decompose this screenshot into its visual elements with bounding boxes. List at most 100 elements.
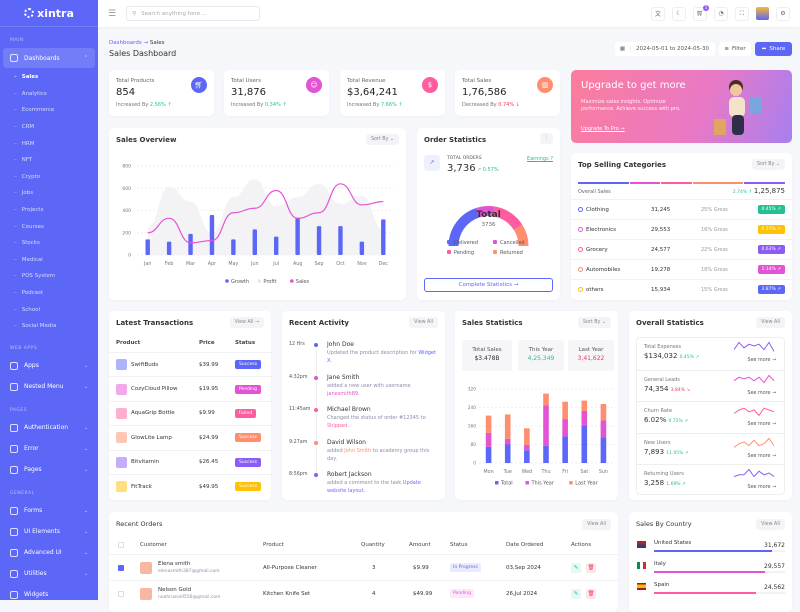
sidebar-subitem[interactable]: School	[0, 301, 98, 318]
growth-bar	[145, 239, 150, 255]
x-tick-label: Feb	[165, 261, 174, 267]
view-all-button[interactable]: View All	[756, 317, 785, 328]
sidebar-item[interactable]: Widgets	[3, 585, 95, 605]
sidebar-item[interactable]: Utilities ⌄	[3, 564, 95, 584]
sidebar-subitem[interactable]: Podcast	[0, 285, 98, 302]
chevron-down-icon: ⌄	[83, 445, 88, 452]
column-header: Amount	[409, 542, 431, 548]
sidebar-item[interactable]: Error ⌄	[3, 439, 95, 459]
delete-icon[interactable]: 🗑︎	[586, 562, 596, 573]
row-checkbox[interactable]	[118, 564, 124, 571]
select-all-checkbox[interactable]	[118, 542, 124, 548]
sidebar-item[interactable]: Pages ⌄	[3, 460, 95, 480]
product-price: $19.95	[199, 386, 219, 393]
see-more-link[interactable]: See more →	[747, 485, 776, 491]
fullscreen-icon[interactable]: ⛶	[735, 6, 749, 21]
see-more-link[interactable]: See more →	[747, 422, 776, 428]
sort-by-button[interactable]: Sort By ⌄	[751, 159, 785, 170]
view-all-button[interactable]: View All	[582, 519, 611, 530]
table-row[interactable]: GlowLite Lamp $24.99 Success	[109, 425, 271, 449]
row-checkbox[interactable]	[118, 590, 124, 597]
product-price: $24.99	[199, 434, 219, 441]
view-all-button[interactable]: View All	[409, 317, 438, 328]
sidebar-item[interactable]: UI Elements ⌄	[3, 522, 95, 542]
upgrade-link[interactable]: Upgrade To Pro →	[581, 126, 625, 132]
sales-overview-card: Sales Overview Sort By ⌄ 0 200 400 600 800 Ja…	[109, 128, 406, 300]
bell-icon[interactable]: ◔	[714, 6, 728, 21]
logo[interactable]: xintra	[0, 0, 98, 27]
sidebar-subitem[interactable]: Crypto	[0, 169, 98, 186]
card-title: Sales Overview	[116, 136, 177, 144]
search-input[interactable]: ⚲ Search anything here ...	[126, 6, 261, 21]
activity-link[interactable]: Shipped.	[327, 423, 349, 429]
breadcrumb-parent[interactable]: Dashboards	[109, 40, 142, 46]
sidebar-subitem[interactable]: Jobs	[0, 185, 98, 202]
category-name: Automobiles	[586, 266, 621, 273]
sidebar-item[interactable]: Nested Menu ⌄	[3, 377, 95, 397]
sidebar-subitem[interactable]: Sales	[0, 69, 98, 86]
date-range-picker[interactable]: ▦ 2024-05-01 to 2024-05-30	[615, 42, 715, 56]
complete-statistics-button[interactable]: Complete Statistics →	[424, 278, 553, 292]
sidebar-subitem[interactable]: Medical	[0, 252, 98, 269]
share-button[interactable]: ➦ Share	[755, 42, 792, 56]
sort-by-button[interactable]: Sort By ⌄	[577, 317, 611, 328]
see-more-link[interactable]: See more →	[747, 390, 776, 396]
avatar[interactable]	[756, 6, 769, 20]
x-tick-label: Mar	[186, 261, 195, 267]
category-name: Electronics	[586, 226, 616, 233]
sidebar-subitem[interactable]: Social Media	[0, 318, 98, 335]
moon-icon[interactable]: ☾	[672, 6, 686, 21]
sidebar-item[interactable]: Forms ⌄	[3, 501, 95, 521]
edit-icon[interactable]: ✎	[571, 562, 581, 573]
stat-card: Total Products 854 Increased By 2.56% ↑ …	[109, 70, 214, 116]
country-name: United States	[654, 540, 692, 546]
table-row[interactable]: SwiftBuds $39.99 Success	[109, 352, 271, 376]
chevron-up-icon: ⌃	[83, 55, 88, 61]
edit-icon[interactable]: ✎	[571, 588, 581, 599]
see-more-link[interactable]: See more →	[747, 358, 776, 363]
sidebar-item-dashboards[interactable]: Dashboards ⌃	[3, 48, 95, 68]
category-name: Grocery	[586, 246, 608, 253]
sidebar-subitem[interactable]: POS System	[0, 268, 98, 285]
sidebar-item[interactable]: Authentication ⌄	[3, 418, 95, 438]
filter-button[interactable]: ≡ Filter	[719, 42, 751, 56]
table-row[interactable]: FitTrack $49.95 Success	[109, 474, 271, 498]
order-product: All-Purpose Cleaner	[263, 564, 317, 571]
delete-icon[interactable]: 🗑︎	[586, 588, 596, 599]
order-quantity: 4	[372, 590, 376, 597]
category-dot-icon	[578, 207, 583, 212]
activity-link[interactable]: janesmith89.	[327, 390, 360, 397]
chart-icon: ▥	[537, 77, 553, 93]
sidebar-subitem[interactable]: Ecommerce	[0, 102, 98, 119]
stacked-bar-this-year	[485, 432, 492, 447]
table-row[interactable]: AquaGrip Bottle $9.99 Failed	[109, 400, 271, 425]
sidebar-subitem[interactable]: Analytics	[0, 86, 98, 103]
stacked-bar-this-year	[562, 419, 568, 437]
view-all-button[interactable]: View All →	[229, 317, 264, 328]
product-name: AquaGrip Bottle	[131, 410, 175, 417]
cart-icon[interactable]: 🛒︎ 5	[693, 4, 709, 21]
earnings-link[interactable]: Earnings ?	[527, 156, 553, 162]
product-thumbnail	[116, 456, 127, 468]
sidebar-subitem[interactable]: Courses	[0, 218, 98, 235]
sidebar-subitem[interactable]: CRM	[0, 119, 98, 136]
view-all-button[interactable]: View All	[756, 519, 785, 530]
sidebar-subitem[interactable]: Projects	[0, 202, 98, 219]
category-gross: 15% Gross	[701, 286, 728, 293]
activity-link[interactable]: John Smith	[344, 447, 372, 454]
sidebar-item[interactable]: Apps ⌄	[3, 356, 95, 376]
activity-link[interactable]: Widget X.	[327, 350, 436, 364]
language-icon[interactable]: 文	[651, 6, 665, 21]
menu-toggle-icon[interactable]: ☰	[108, 8, 117, 19]
see-more-link[interactable]: See more →	[747, 453, 776, 459]
sidebar-subitem[interactable]: HRM	[0, 135, 98, 152]
sidebar-item[interactable]: Advanced UI ⌄	[3, 543, 95, 563]
activity-link[interactable]: Update website layout.	[327, 480, 421, 494]
table-row[interactable]: CozyCloud Pillow $19.95 Pending	[109, 376, 271, 400]
sidebar-subitem[interactable]: NFT	[0, 152, 98, 169]
sidebar-subitem[interactable]: Stocks	[0, 235, 98, 252]
sort-by-button[interactable]: Sort By ⌄	[365, 134, 399, 145]
table-row[interactable]: Bitvitamin $26.45 Success	[109, 449, 271, 474]
gear-icon[interactable]: ⚙	[776, 6, 790, 21]
more-options-icon[interactable]: ⋮	[540, 133, 553, 144]
